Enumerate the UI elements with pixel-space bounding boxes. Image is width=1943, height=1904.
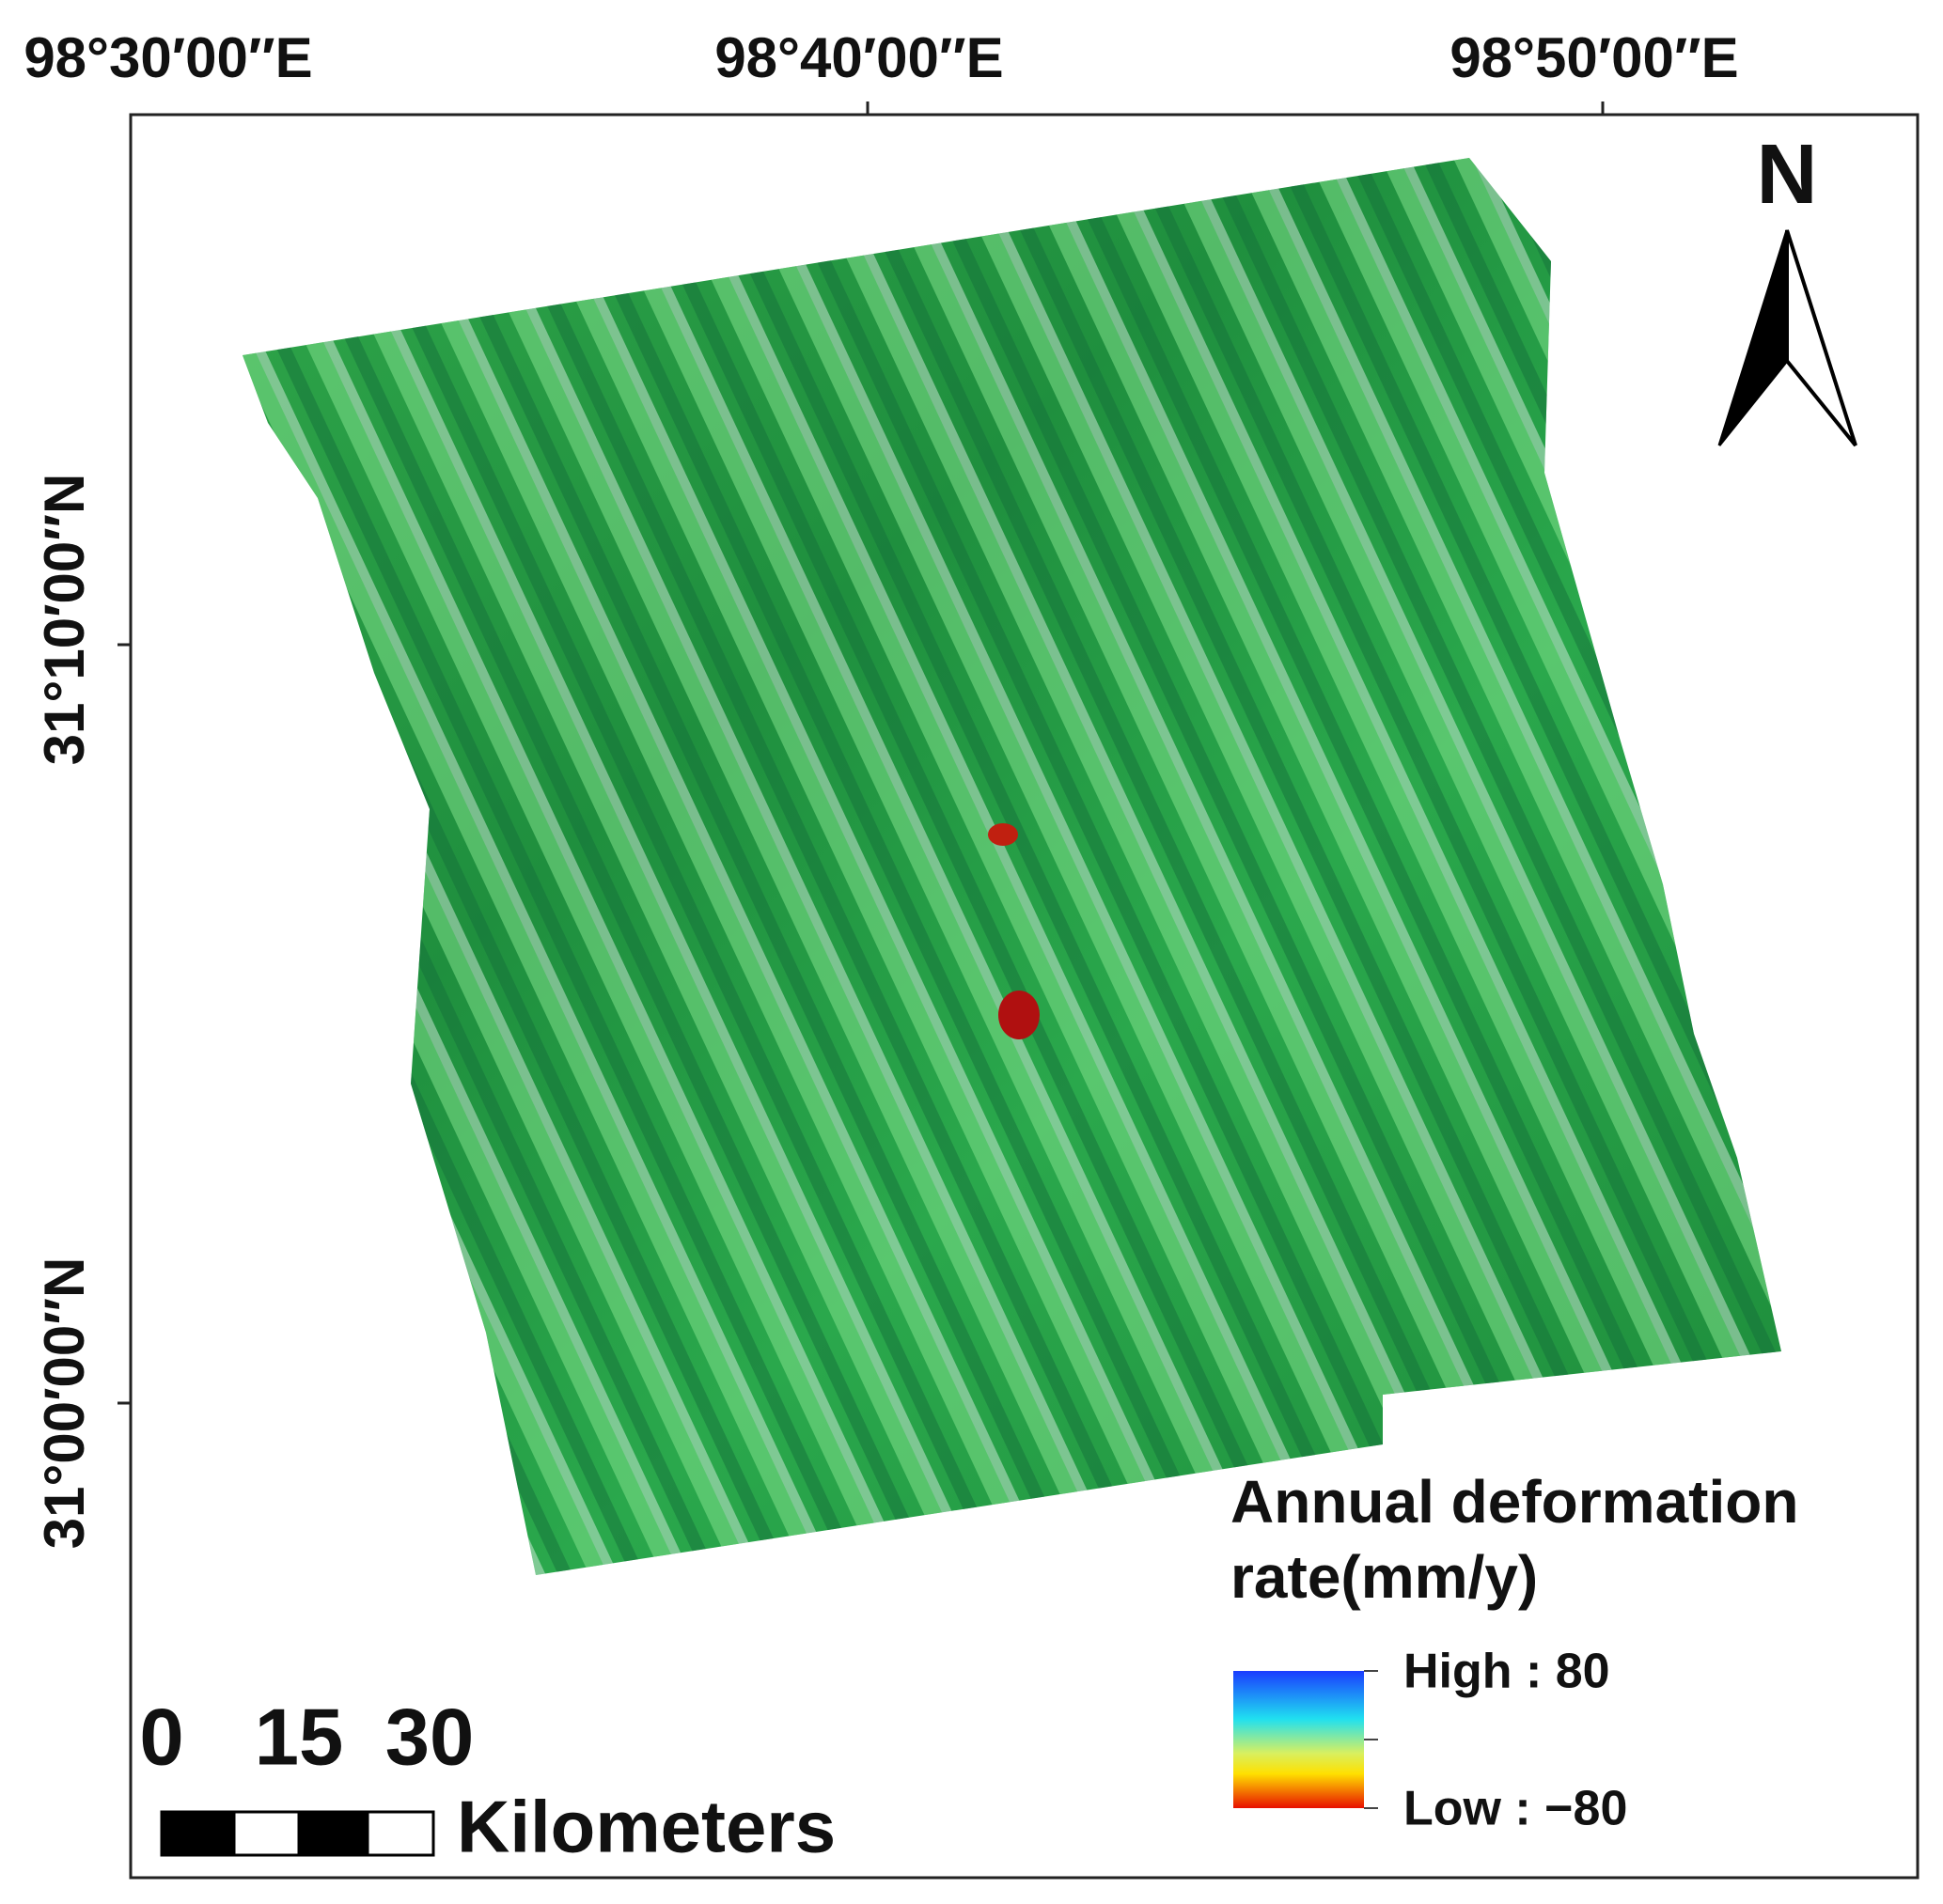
ticks (118, 101, 1605, 1405)
scale-label: 0 (139, 1693, 183, 1782)
map-frame (129, 113, 1919, 1880)
scale-bar (160, 1810, 435, 1857)
north-arrow (1717, 229, 1857, 447)
legend-title: Annual deformation (1230, 1468, 1798, 1536)
north-label: N (1757, 128, 1818, 222)
longitude-label: 98°50′00″E (1449, 26, 1738, 89)
deformation-raster (243, 158, 1781, 1575)
legend-low: Low : −80 (1403, 1782, 1627, 1836)
longitude-label: 98°40′00″E (714, 26, 1003, 89)
latitude-label: 31°00′00″N (33, 1257, 96, 1550)
legend-color-ramp (1233, 1671, 1364, 1808)
legend-high: High : 80 (1403, 1645, 1610, 1699)
scale-unit: Kilometers (457, 1786, 836, 1868)
legend-ticks (1364, 1670, 1378, 1809)
scale-label: 30 (385, 1693, 475, 1782)
legend-title: rate(mm/y) (1230, 1543, 1538, 1611)
scale-label: 15 (255, 1693, 344, 1782)
latitude-label: 31°10′00″N (33, 474, 96, 766)
longitude-label: 98°30′00″E (24, 26, 312, 89)
